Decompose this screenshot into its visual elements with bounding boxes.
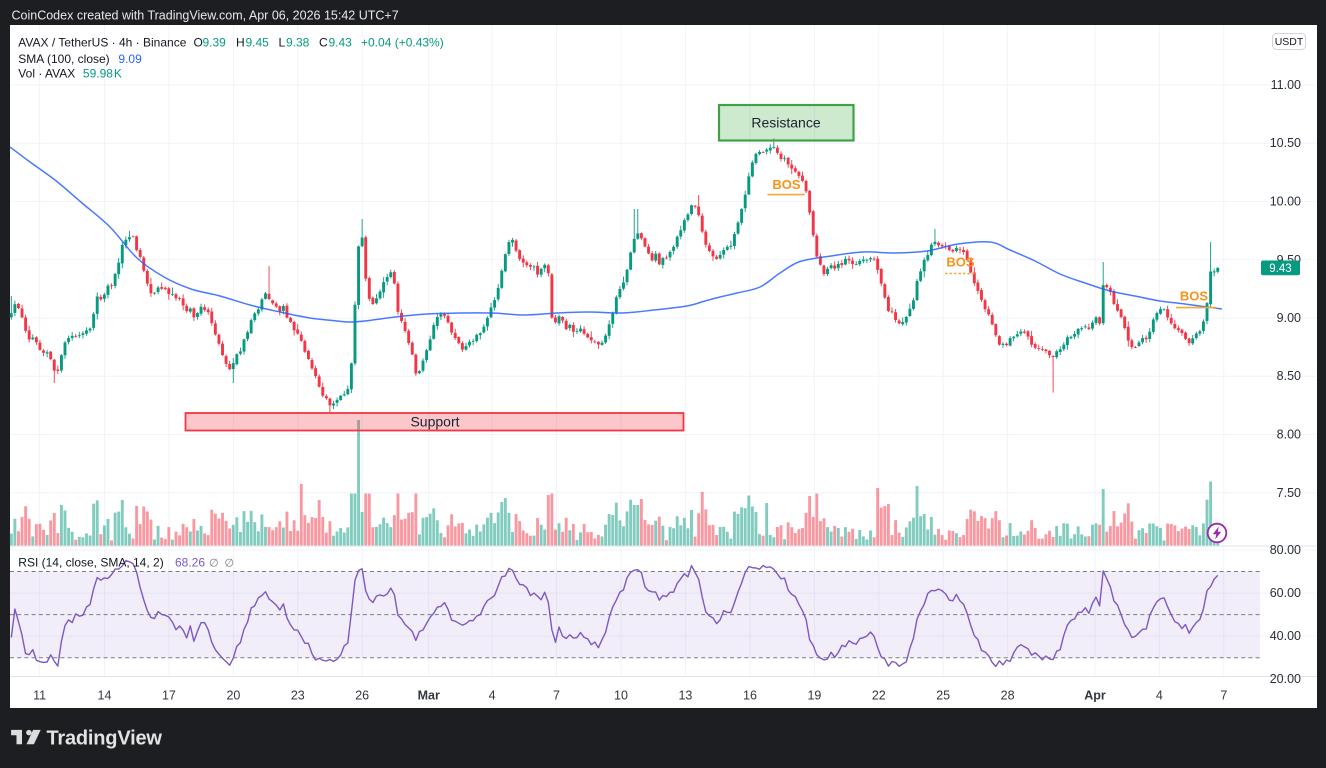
svg-text:+0.04 (+0.43%): +0.04 (+0.43%)	[361, 36, 444, 50]
svg-text:4: 4	[1156, 689, 1163, 703]
svg-text:O: O	[194, 36, 203, 50]
svg-text:28: 28	[1001, 689, 1015, 703]
svg-text:L: L	[279, 36, 286, 50]
svg-text:9.43: 9.43	[329, 36, 353, 50]
svg-text:CoinCodex created with Trading: CoinCodex created with TradingView.com, …	[12, 9, 399, 23]
svg-text:60.00: 60.00	[1270, 586, 1301, 600]
svg-text:USDT: USDT	[1275, 36, 1304, 48]
svg-text:25: 25	[936, 689, 950, 703]
svg-text:7: 7	[1220, 689, 1227, 703]
svg-text:Vol · AVAX: Vol · AVAX	[18, 67, 75, 81]
svg-text:10.50: 10.50	[1270, 136, 1301, 150]
svg-text:10.00: 10.00	[1270, 195, 1301, 209]
svg-text:Support: Support	[410, 414, 459, 430]
svg-text:H: H	[236, 36, 245, 50]
svg-text:11.00: 11.00	[1271, 78, 1301, 92]
svg-text:26: 26	[355, 689, 369, 703]
svg-text:8.00: 8.00	[1277, 428, 1301, 442]
svg-text:80.00: 80.00	[1270, 543, 1301, 557]
svg-text:10: 10	[614, 689, 628, 703]
svg-text:BOS: BOS	[946, 255, 975, 270]
svg-text:Mar: Mar	[418, 689, 440, 703]
svg-text:17: 17	[162, 689, 176, 703]
svg-text:BOS: BOS	[1180, 289, 1209, 304]
svg-text:9.00: 9.00	[1277, 311, 1301, 325]
svg-text:59.98 K: 59.98 K	[83, 67, 122, 81]
svg-text:BOS: BOS	[772, 177, 801, 192]
svg-text:7: 7	[553, 689, 560, 703]
svg-text:7.50: 7.50	[1277, 486, 1301, 500]
svg-text:Resistance: Resistance	[751, 115, 820, 131]
svg-text:20.00: 20.00	[1270, 672, 1301, 686]
svg-text:23: 23	[291, 689, 305, 703]
svg-text:8.50: 8.50	[1277, 369, 1301, 383]
svg-text:9.09: 9.09	[118, 52, 142, 66]
svg-text:AVAX / TetherUS · 4h · Binance: AVAX / TetherUS · 4h · Binance	[18, 36, 186, 50]
svg-text:22: 22	[872, 689, 886, 703]
svg-text:∅: ∅	[209, 558, 219, 570]
svg-text:19: 19	[807, 689, 821, 703]
svg-text:11: 11	[33, 689, 46, 703]
svg-text:SMA (100, close): SMA (100, close)	[18, 52, 109, 66]
svg-text:TradingView: TradingView	[47, 728, 163, 750]
svg-text:40.00: 40.00	[1270, 629, 1301, 643]
svg-text:68.26: 68.26	[175, 556, 205, 570]
svg-text:Apr: Apr	[1084, 689, 1106, 703]
svg-text:13: 13	[678, 689, 692, 703]
svg-text:9.39: 9.39	[203, 36, 227, 50]
svg-text:9.45: 9.45	[246, 36, 270, 50]
svg-text:16: 16	[743, 689, 757, 703]
svg-text:C: C	[319, 36, 328, 50]
svg-text:∅: ∅	[225, 558, 235, 570]
svg-text:20: 20	[226, 689, 240, 703]
svg-text:RSI (14, close, SMA, 14, 2): RSI (14, close, SMA, 14, 2)	[18, 556, 163, 570]
svg-text:4: 4	[489, 689, 496, 703]
svg-text:14: 14	[98, 689, 112, 703]
svg-text:9.38: 9.38	[286, 36, 310, 50]
svg-text:9.43: 9.43	[1269, 263, 1291, 275]
